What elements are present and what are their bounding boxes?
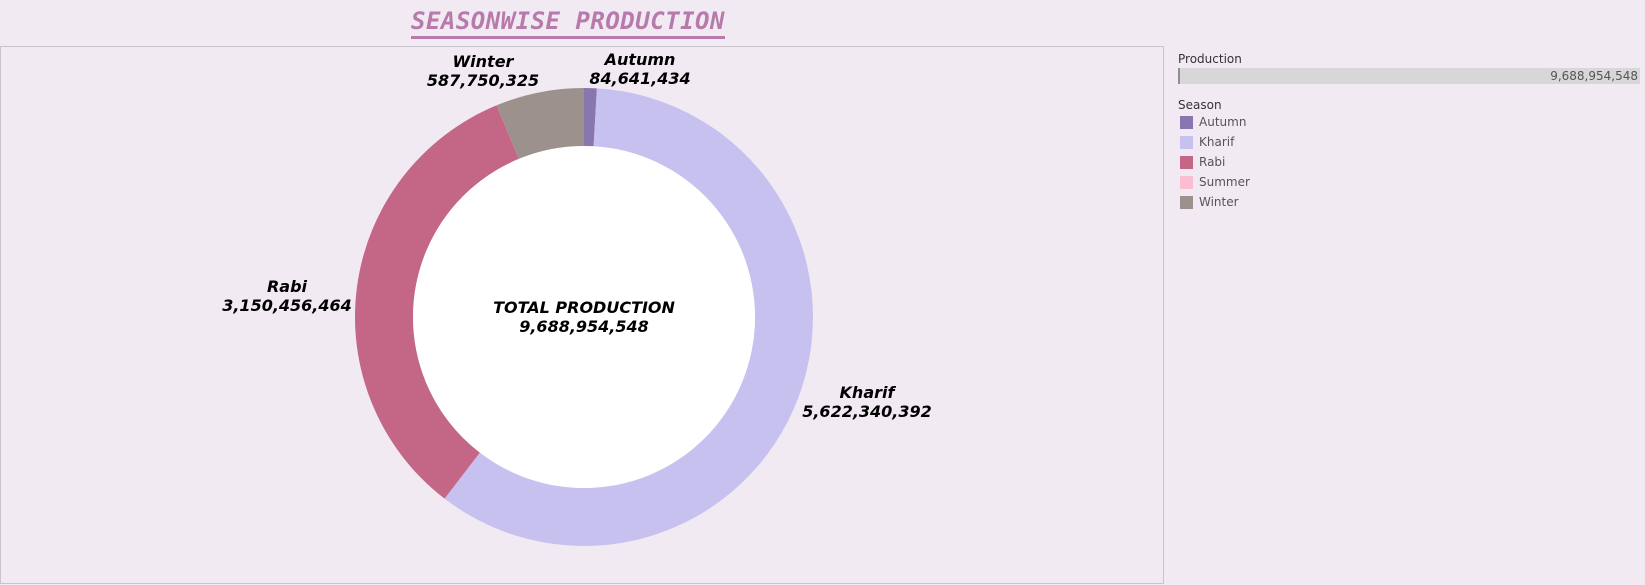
slice-value-rabi: 3,150,456,464 bbox=[222, 296, 352, 315]
legend-item-summer[interactable]: Summer bbox=[1178, 172, 1640, 192]
slice-value-winter: 587,750,325 bbox=[427, 71, 539, 90]
production-legend-title: Production bbox=[1178, 52, 1242, 66]
legend-item-rabi[interactable]: Rabi bbox=[1178, 152, 1640, 172]
slice-label-autumn: Autumn bbox=[603, 50, 676, 69]
slice-winter[interactable] bbox=[496, 88, 584, 159]
legend-swatch bbox=[1180, 155, 1193, 169]
legend-item-autumn[interactable]: Autumn bbox=[1178, 112, 1640, 132]
legend-panel: Production 9,688,954,548 Season Autumn Kh… bbox=[1178, 52, 1640, 212]
chart-area: TOTAL PRODUCTION 9,688,954,548 Autumn 84,64… bbox=[0, 46, 1164, 584]
donut-hole bbox=[413, 146, 755, 488]
season-legend-title: Season bbox=[1178, 98, 1222, 112]
legend-item-winter[interactable]: Winter bbox=[1178, 192, 1640, 212]
slice-value-kharif: 5,622,340,392 bbox=[802, 402, 932, 421]
slice-label-rabi: Rabi bbox=[267, 277, 308, 296]
legend-swatch bbox=[1180, 195, 1193, 209]
legend-swatch bbox=[1180, 135, 1193, 149]
slice-autumn[interactable] bbox=[584, 88, 597, 147]
slice-label-winter: Winter bbox=[453, 52, 515, 71]
legend-label: Kharif bbox=[1199, 135, 1235, 149]
center-label-title: TOTAL PRODUCTION bbox=[493, 298, 675, 317]
chart-title: SEASONWISE PRODUCTION bbox=[411, 6, 725, 39]
legend-item-kharif[interactable]: Kharif bbox=[1178, 132, 1640, 152]
legend-label: Winter bbox=[1199, 195, 1239, 209]
production-size-bar: 9,688,954,548 bbox=[1178, 68, 1640, 84]
slice-value-autumn: 84,641,434 bbox=[589, 69, 690, 88]
legend-label: Summer bbox=[1199, 175, 1250, 189]
slice-summer[interactable] bbox=[496, 105, 519, 159]
legend-swatch bbox=[1180, 175, 1193, 189]
legend-label: Rabi bbox=[1199, 155, 1226, 169]
production-total-value: 9,688,954,548 bbox=[1550, 69, 1638, 83]
legend-label: Autumn bbox=[1199, 115, 1247, 129]
season-legend-list: Autumn Kharif Rabi Summer Winter bbox=[1178, 112, 1640, 212]
slice-rabi[interactable] bbox=[354, 105, 519, 499]
slice-label-kharif: Kharif bbox=[840, 383, 897, 402]
slice-kharif[interactable] bbox=[444, 88, 813, 546]
legend-swatch bbox=[1180, 115, 1193, 129]
center-label-value: 9,688,954,548 bbox=[519, 317, 649, 336]
